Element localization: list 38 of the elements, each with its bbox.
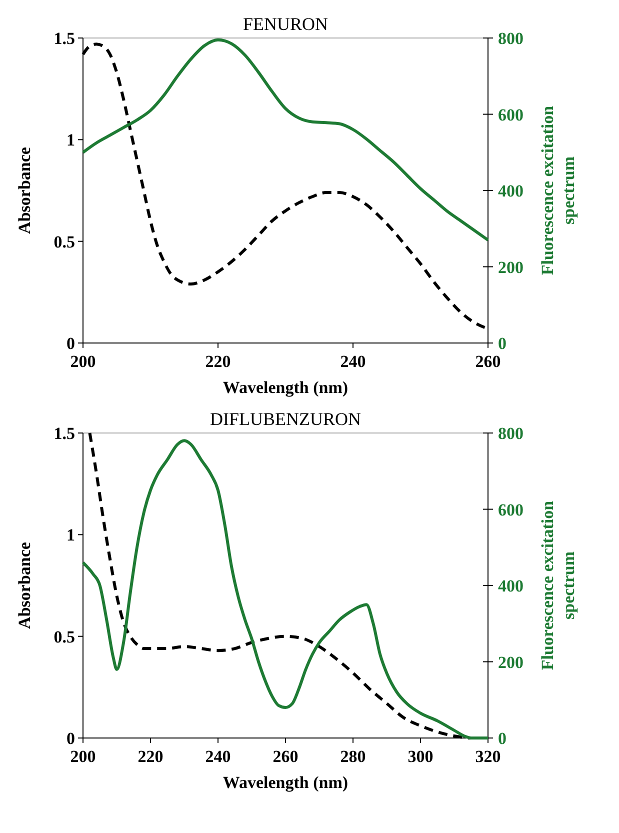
y2-tick-label: 800 <box>498 29 524 48</box>
y-tick-label: 0 <box>66 334 75 353</box>
x-tick-label: 240 <box>205 747 231 766</box>
y2-tick-label: 0 <box>498 729 506 748</box>
y2-tick-label: 400 <box>498 576 524 596</box>
x-axis-title: Wavelength (nm) <box>222 378 348 397</box>
y2-tick-label: 200 <box>498 258 524 277</box>
y-tick-label: 0 <box>66 729 75 748</box>
x-tick-label: 300 <box>408 747 434 766</box>
y2-tick-label: 800 <box>498 424 524 443</box>
x-tick-label: 200 <box>70 747 96 766</box>
y2-tick-label: 600 <box>498 500 524 520</box>
x-tick-label: 260 <box>475 352 501 371</box>
x-tick-label: 240 <box>340 352 366 371</box>
chart-title: DIFLUBENZURON <box>210 409 361 429</box>
y-tick-label: 1 <box>66 130 75 150</box>
x-axis-title: Wavelength (nm) <box>222 773 348 792</box>
x-tick-label: 280 <box>340 747 366 766</box>
y-tick-label: 1.5 <box>54 424 75 443</box>
y2-tick-label: 200 <box>498 652 524 672</box>
x-tick-label: 220 <box>205 352 231 371</box>
x-tick-label: 260 <box>272 747 298 766</box>
y2-tick-label: 400 <box>498 182 524 200</box>
y-axis-title: Absorbance <box>15 542 34 629</box>
y-tick-label: 0.5 <box>54 232 75 252</box>
line-series <box>82 38 490 242</box>
y-tick-label: 1 <box>66 526 75 545</box>
x-tick-label: 320 <box>475 747 501 766</box>
chart-title: FENURON <box>242 14 328 34</box>
y-axis-title: Absorbance <box>15 146 34 234</box>
y2-tick-label: 0 <box>498 334 506 353</box>
y2-tick-label: 600 <box>498 105 524 124</box>
y2-axis-title: Fluorescence excitation spectrum <box>538 500 578 670</box>
x-tick-label: 220 <box>138 747 164 766</box>
x-tick-label: 200 <box>70 352 96 371</box>
y-tick-label: 0.5 <box>54 627 75 646</box>
y-tick-label: 1.5 <box>54 29 75 48</box>
y2-axis-title: Fluorescence excitation spectrum <box>538 105 578 276</box>
